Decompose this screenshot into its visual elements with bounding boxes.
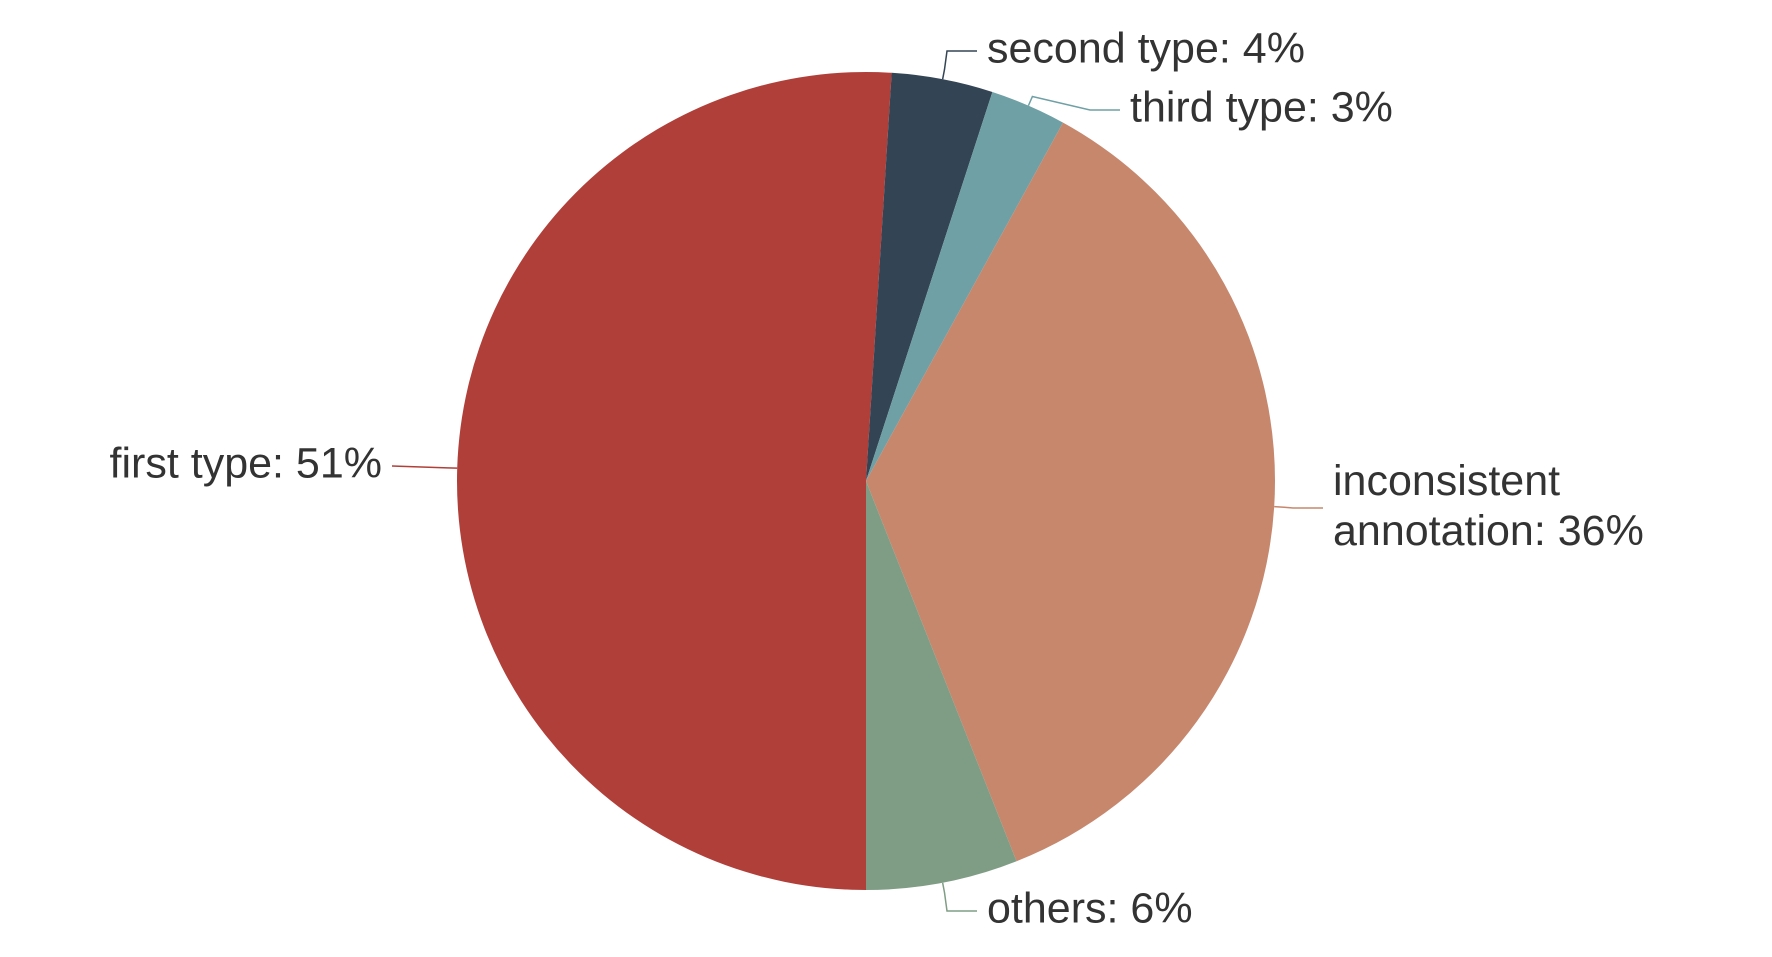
pie-slice	[866, 481, 1017, 890]
data-label: others: 6%	[987, 884, 1193, 932]
label-line: inconsistent	[1333, 457, 1572, 505]
data-label: second type: 4%	[987, 24, 1305, 72]
data-label: inconsistent annotation: 36%	[1333, 457, 1644, 555]
leader-line	[1027, 95, 1120, 111]
pie-slice	[866, 92, 1064, 481]
pie-slice	[457, 72, 892, 891]
data-label: first type: 51%	[110, 439, 382, 487]
pie-slice	[866, 72, 993, 481]
leader-line	[1274, 505, 1323, 509]
leader-line	[391, 465, 458, 469]
data-label: third type: 3%	[1130, 83, 1393, 131]
label-line: annotation: 36%	[1333, 507, 1644, 555]
pie-slice	[866, 122, 1276, 862]
leader-line	[941, 50, 977, 80]
leader-line	[941, 882, 977, 912]
